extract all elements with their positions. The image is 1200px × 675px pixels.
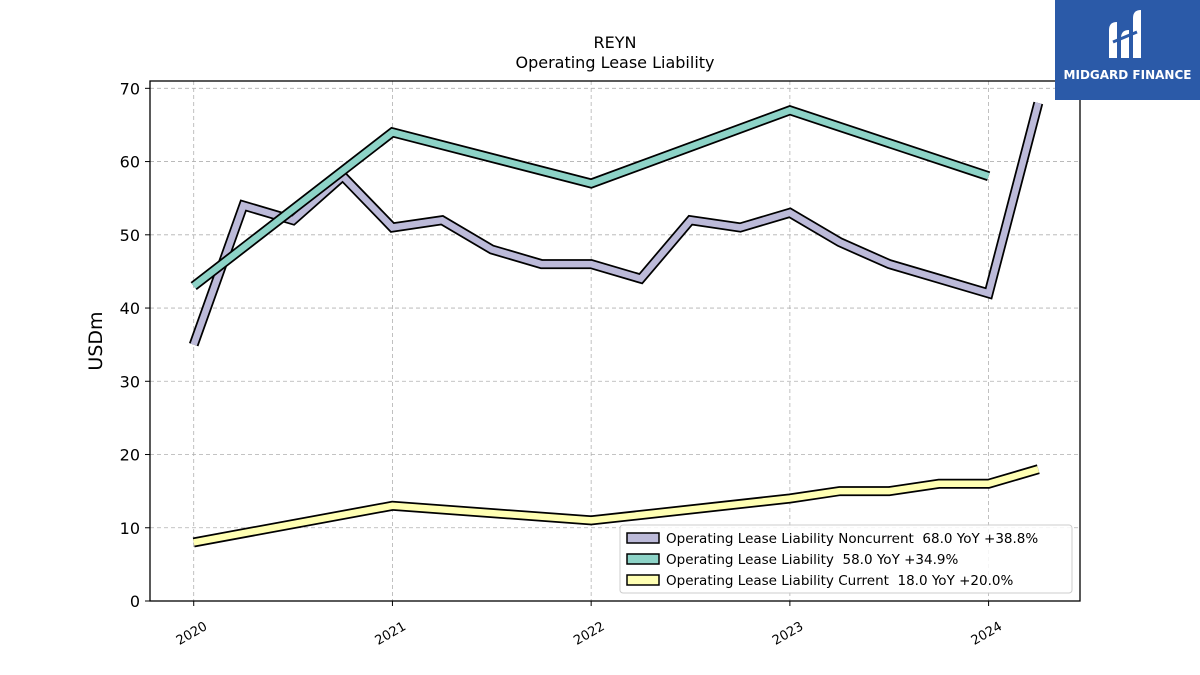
brand-mark-icon [1109,10,1141,58]
series-outline [188,101,1044,347]
y-tick-label: 0 [130,592,140,611]
y-tick-label: 30 [120,372,140,391]
grid-layer [150,81,1080,602]
chart-subtitle: Operating Lease Liability [515,53,714,72]
series-line [191,106,990,289]
y-tick-label: 70 [120,79,140,98]
legend-swatch [626,574,660,586]
brand-logo: MIDGARD FINANCE [1055,0,1200,100]
y-tick-label: 50 [120,226,140,245]
y-axis-label: USDm [85,311,107,370]
legend-swatch [626,553,660,565]
legend-label: Operating Lease Liability Noncurrent 68.… [666,531,1038,547]
brand-name: MIDGARD FINANCE [1063,68,1192,82]
y-tick-label: 60 [120,153,140,172]
series-line [190,102,1042,346]
x-tick-label: 2023 [770,619,806,649]
series-line [193,466,1040,546]
series-layer [188,101,1044,548]
chart-title: REYN [594,33,637,52]
y-tick-label: 40 [120,299,140,318]
x-tick-label: 2020 [174,619,210,649]
legend: Operating Lease Liability Noncurrent 68.… [619,524,1073,594]
y-tick-label: 10 [120,519,140,538]
legend-box [619,524,1073,594]
x-tick-label: 2022 [571,619,607,649]
plot-frame [149,80,1081,602]
legend-label: Operating Lease Liability Current 18.0 Y… [666,573,1013,589]
x-tick-label: 2024 [969,619,1005,649]
legend-label: Operating Lease Liability 58.0 YoY +34.9… [666,552,958,568]
x-tick-label: 2021 [373,619,409,649]
y-tick-label: 20 [120,446,140,465]
legend-swatch [626,532,660,544]
